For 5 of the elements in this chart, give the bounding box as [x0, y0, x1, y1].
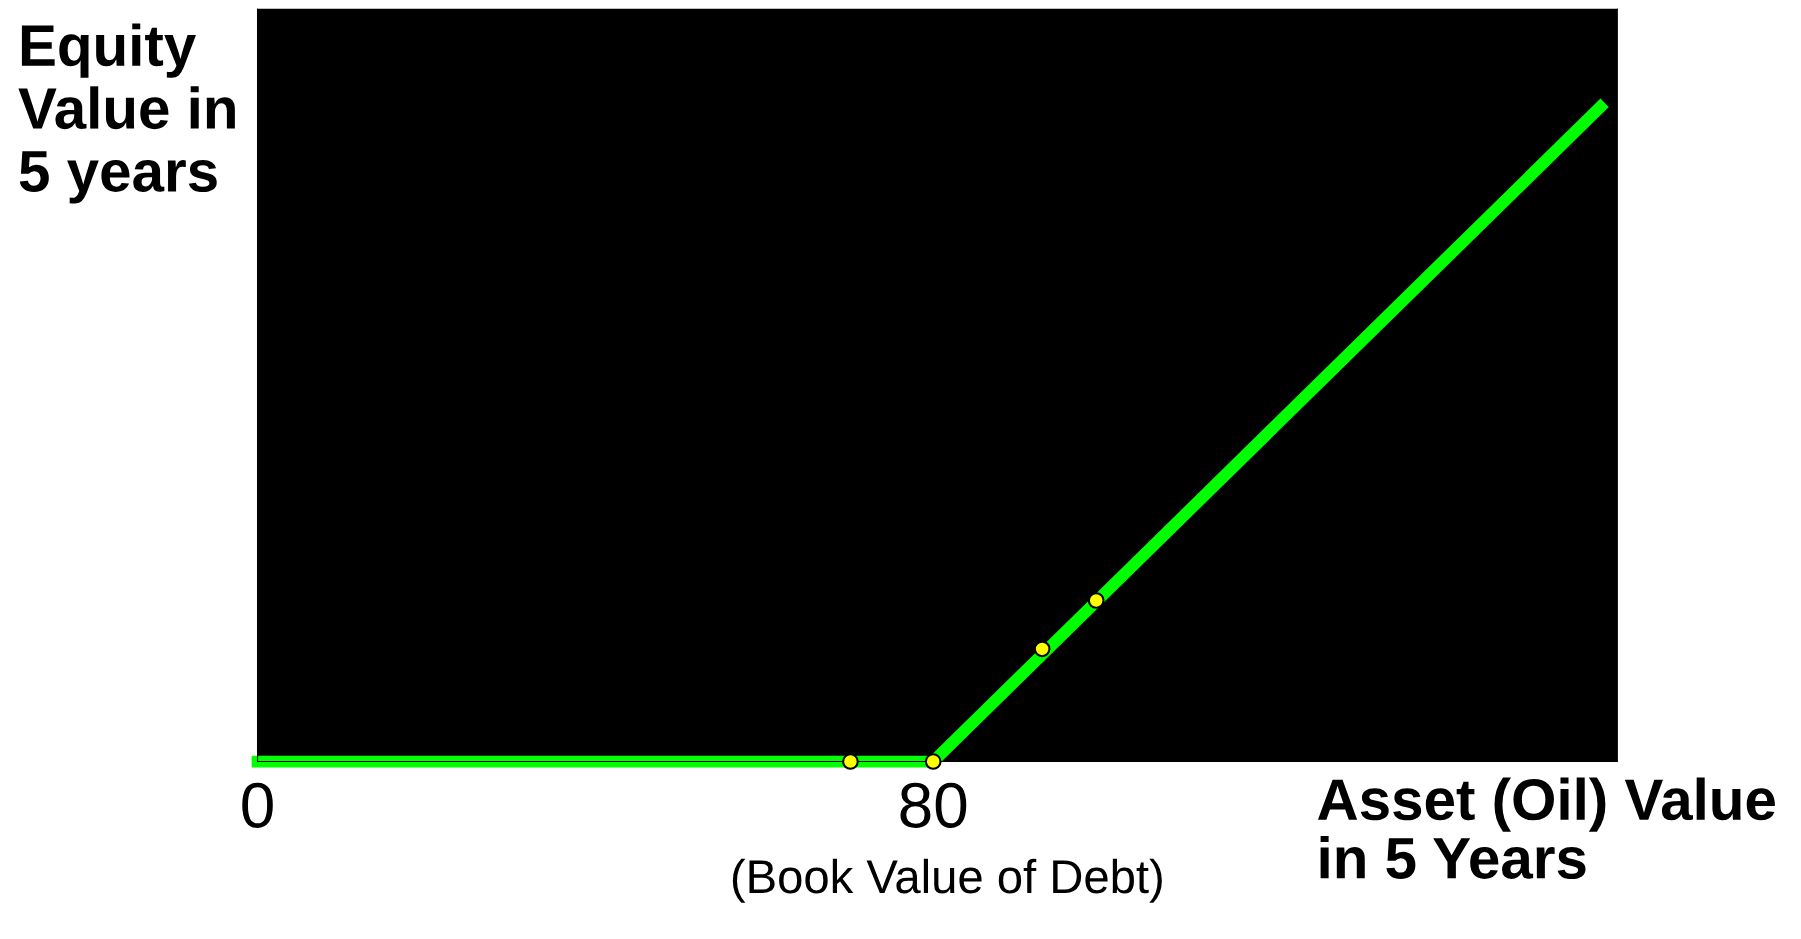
- y-axis-title: Equity Value in 5 years: [18, 23, 235, 204]
- x-tick-label: 0: [242, 782, 273, 828]
- x-axis-title: Asset (Oil) Value in 5 Years: [1317, 777, 1775, 879]
- x-tick-label: 80: [900, 782, 967, 828]
- text: (Book Value of Debt): [732, 858, 1162, 903]
